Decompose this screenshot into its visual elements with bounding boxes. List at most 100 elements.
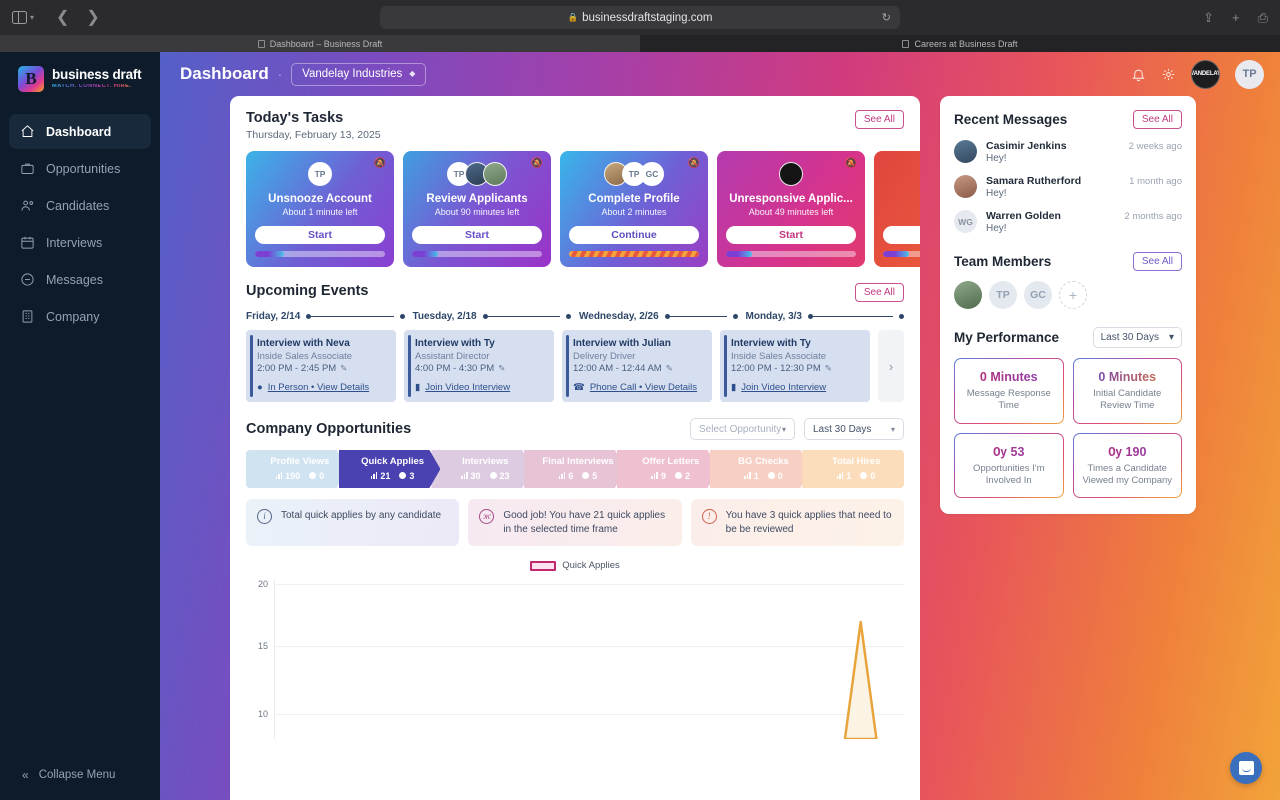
event-link[interactable]: Join Video Interview [741, 382, 827, 393]
task-progress-bar [883, 251, 920, 257]
event-role: Assistant Director [415, 351, 490, 362]
sidebar-item-dashboard[interactable]: Dashboard [9, 114, 151, 149]
event-title: Interview with Neva [257, 338, 350, 349]
chevron-down-icon: ▾ [890, 424, 895, 434]
task-card[interactable]: 🔕 Unresponsive Applic... About 49 minute… [717, 151, 865, 267]
sidebar: B business draft MATCH. CONNECT. HIRE. D… [0, 52, 160, 800]
task-card[interactable]: 🔕 TP Review Applicants About 90 minutes … [403, 151, 551, 267]
sidebar-icon [12, 11, 27, 24]
task-subtitle: About [883, 207, 920, 217]
task-action-button[interactable]: Continue [569, 226, 699, 244]
task-card[interactable]: 🔕 TP Unsnooze Account About 1 minute lef… [246, 151, 394, 267]
pencil-icon[interactable]: ✎ [498, 363, 506, 373]
funnel-step-label: Interviews [462, 456, 509, 468]
event-link[interactable]: Phone Call • View Details [589, 382, 698, 393]
org-avatar[interactable]: VANDELAY [1191, 59, 1220, 89]
logo-tagline: MATCH. CONNECT. HIRE. [52, 83, 141, 90]
funnel-step-offer-letters[interactable]: Offer Letters 9 2 [617, 450, 719, 488]
event-card[interactable]: Interview with Neva Inside Sales Associa… [246, 330, 396, 402]
sidebar-item-opportunities[interactable]: Opportunities [9, 151, 151, 186]
sidebar-toggle-button[interactable]: ▾ [12, 9, 34, 27]
opportunity-funnel: Profile Views 190 0 Quick Applies 21 3 Int… [246, 450, 905, 488]
task-action-button[interactable] [883, 226, 920, 244]
back-button[interactable]: ❮ [56, 8, 70, 26]
team-avatar[interactable]: TP [989, 281, 1017, 309]
team-avatar[interactable] [954, 281, 982, 309]
team-see-all-button[interactable]: See All [1132, 252, 1182, 271]
pencil-icon[interactable]: ✎ [340, 363, 348, 373]
event-card[interactable]: Interview with Julian Delivery Driver 12… [562, 330, 712, 402]
right-panel: Recent Messages See All Casimir Jenkins … [940, 96, 1196, 800]
funnel-step-final-interviews[interactable]: Final Interviews 6 5 [524, 450, 626, 488]
reload-icon[interactable]: ↻ [881, 12, 891, 24]
task-action-button[interactable]: Start [412, 226, 542, 244]
funnel-step-interviews[interactable]: Interviews 30 23 [431, 450, 533, 488]
browser-tab-careers[interactable]: Careers at Business Draft [640, 35, 1280, 52]
collapse-menu-button[interactable]: « Collapse Menu [0, 768, 160, 782]
sidebar-item-company[interactable]: Company [9, 299, 151, 334]
task-action-button[interactable]: Start [255, 226, 385, 244]
avatar [779, 161, 803, 186]
bell-off-icon[interactable]: 🔕 [530, 158, 543, 169]
avatar: GC [640, 161, 664, 186]
tab-title: Dashboard – Business Draft [269, 38, 383, 49]
select-opportunity-dropdown[interactable]: Select Opportunity ▾ [690, 418, 795, 440]
event-role: Inside Sales Associate [257, 351, 353, 362]
info-text: Total quick applies by any candidate [281, 510, 442, 521]
user-avatar[interactable]: TP [1235, 59, 1264, 89]
users-icon [20, 198, 35, 213]
messages-see-all-button[interactable]: See All [1132, 110, 1182, 129]
sidebar-item-label: Interviews [46, 235, 103, 250]
info-card-goodjob: ж Good job! You have 21 quick applies in… [468, 499, 682, 546]
message-row[interactable]: Casimir Jenkins Hey! 2 weeks ago [954, 140, 1182, 164]
share-icon[interactable]: ⇪ [1203, 9, 1214, 25]
funnel-step-bg-checks[interactable]: BG Checks 1 0 [710, 450, 812, 488]
task-action-button[interactable]: Start [726, 226, 856, 244]
app-logo[interactable]: B business draft MATCH. CONNECT. HIRE. [0, 52, 160, 104]
sidebar-item-messages[interactable]: Messages [9, 262, 151, 297]
chat-widget-button[interactable] [1230, 752, 1262, 784]
task-card[interactable]: 🔕 TP GC Complete Profile About 2 minutes… [560, 151, 708, 267]
bell-off-icon[interactable]: 🔕 [687, 158, 700, 169]
browser-tab-dashboard[interactable]: Dashboard – Business Draft [0, 35, 640, 52]
event-link[interactable]: In Person • View Details [267, 382, 370, 393]
task-card[interactable]: Cre About [874, 151, 920, 267]
task-avatars: TP [412, 161, 542, 186]
event-card[interactable]: Interview with Ty Inside Sales Associate… [720, 330, 870, 402]
gear-icon[interactable] [1161, 67, 1176, 82]
funnel-step-total-hires[interactable]: Total Hires 1 0 [802, 450, 905, 488]
pencil-icon[interactable]: ✎ [824, 363, 832, 373]
event-link[interactable]: Join Video Interview [425, 382, 511, 393]
chart-plot-area: 20 15 10 [246, 579, 904, 739]
timeline-date: Monday, 3/3 [745, 311, 803, 322]
sidebar-item-candidates[interactable]: Candidates [9, 188, 151, 223]
date-range-dropdown[interactable]: Last 30 Days ▾ [804, 418, 904, 440]
events-see-all-button[interactable]: See All [854, 283, 904, 302]
message-row[interactable]: Samara Rutherford Hey! 1 month ago [954, 175, 1182, 199]
address-bar[interactable]: 🔒 businessdraftstaging.com ↻ [380, 6, 900, 29]
events-next-button[interactable]: › [878, 330, 904, 402]
message-row[interactable]: WG Warren Golden Hey! 2 months ago [954, 210, 1182, 234]
add-team-member-button[interactable]: + [1059, 281, 1087, 309]
tab-overview-icon[interactable]: ⎙ [1257, 9, 1268, 25]
forward-button[interactable]: ❯ [86, 8, 100, 26]
bell-icon[interactable] [1131, 67, 1146, 82]
funnel-step-quick-applies[interactable]: Quick Applies 21 3 [339, 450, 441, 488]
chat-icon [20, 272, 35, 287]
recent-messages-title: Recent Messages [954, 112, 1068, 127]
performance-range-dropdown[interactable]: Last 30 Days ▾ [1092, 327, 1182, 348]
event-card[interactable]: Interview with Ty Assistant Director 4:0… [404, 330, 554, 402]
bell-off-icon[interactable]: 🔕 [373, 158, 386, 169]
sidebar-item-interviews[interactable]: Interviews [9, 225, 151, 260]
team-members-title: Team Members [954, 254, 1052, 269]
funnel-step-profile-views[interactable]: Profile Views 190 0 [246, 450, 348, 488]
page-title: Dashboard [180, 64, 269, 83]
pencil-icon[interactable]: ✎ [665, 363, 673, 373]
avatar [483, 161, 507, 186]
bell-off-icon[interactable]: 🔕 [844, 158, 857, 169]
tasks-see-all-button[interactable]: See All [854, 110, 904, 129]
company-opportunities-title: Company Opportunities [246, 421, 412, 437]
team-avatar[interactable]: GC [1024, 281, 1052, 309]
org-selector[interactable]: Vandelay Industries ◆ [291, 62, 427, 86]
new-tab-icon[interactable]: + [1232, 10, 1240, 25]
